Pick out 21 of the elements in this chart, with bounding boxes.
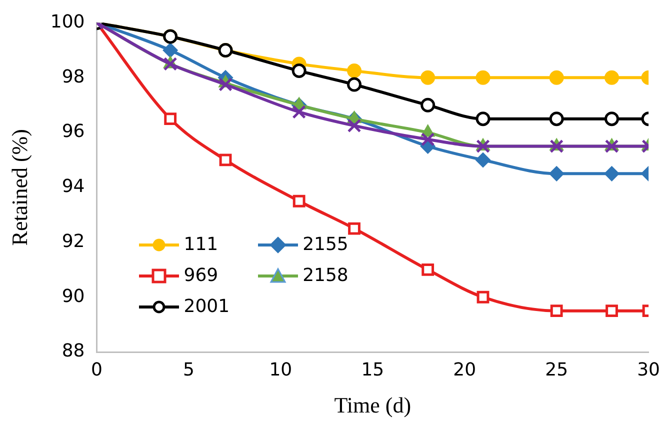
legend-label: 969 bbox=[184, 265, 218, 286]
y-tick-label: 100 bbox=[50, 11, 85, 32]
legend-label: 2001 bbox=[184, 296, 230, 317]
x-tick-label: 15 bbox=[361, 359, 384, 380]
x-axis-title: Time (d) bbox=[334, 392, 412, 418]
y-tick-label: 94 bbox=[62, 176, 85, 198]
x-tick-label: 10 bbox=[269, 359, 292, 380]
x-tick-label: 25 bbox=[545, 359, 568, 380]
x-tick-label: 5 bbox=[182, 359, 194, 380]
y-tick-label: 90 bbox=[62, 286, 85, 307]
x-tick-label: 30 bbox=[637, 359, 660, 380]
y-tick-label: 96 bbox=[62, 121, 85, 142]
y-axis-title: Retained (%) bbox=[6, 129, 32, 246]
legend-label: 2158 bbox=[302, 265, 348, 286]
y-tick-label: 92 bbox=[62, 230, 85, 252]
legend-label: 2155 bbox=[302, 234, 348, 255]
legend-label: 111 bbox=[184, 234, 218, 255]
y-tick-label: 88 bbox=[62, 340, 85, 362]
y-tick-label: 98 bbox=[62, 66, 85, 88]
x-tick-label: 0 bbox=[91, 359, 102, 380]
x-tick-label: 20 bbox=[453, 359, 476, 380]
